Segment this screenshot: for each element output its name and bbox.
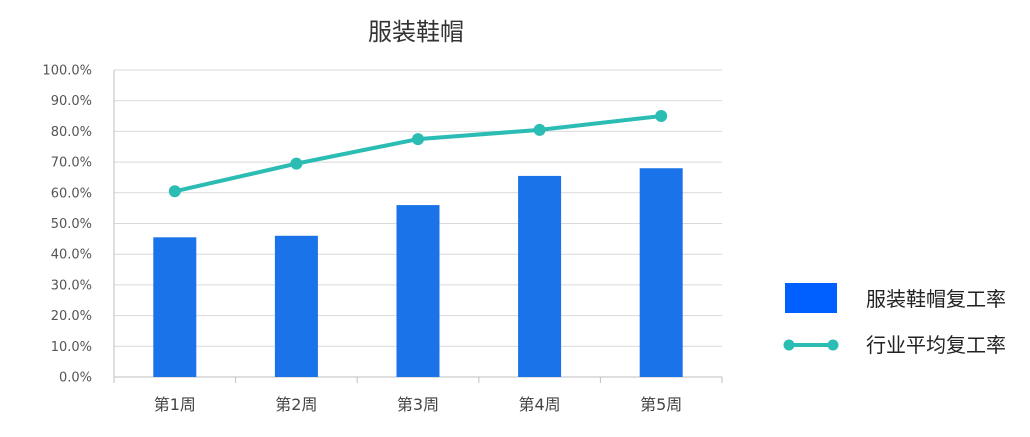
x-axis-ticks: 第1周 第2周 第3周 第4周 第5周	[154, 395, 683, 414]
legend-bar-label: 服装鞋帽复工率	[866, 287, 1006, 311]
line-point	[290, 157, 303, 170]
legend-line-marker	[783, 339, 795, 351]
y-tick-label: 40.0%	[51, 248, 92, 263]
bar	[518, 175, 562, 377]
series-line	[174, 114, 662, 194]
y-tick-label: 20.0%	[51, 309, 92, 324]
y-tick-label: 80.0%	[51, 125, 92, 140]
legend-line-label: 行业平均复工率	[866, 333, 1006, 357]
line-series	[168, 110, 668, 198]
y-tick-label: 50.0%	[51, 217, 92, 232]
x-tick-label: 第2周	[275, 395, 317, 414]
y-axis-ticks: 0.0% 10.0% 20.0% 30.0% 40.0% 50.0% 60.0% 70.0% 8…	[42, 64, 92, 386]
bar	[274, 235, 318, 377]
chart-title: 服装鞋帽	[368, 18, 464, 46]
legend: 服装鞋帽复工率 行业平均复工率	[783, 283, 1006, 357]
legend-bar-swatch	[785, 283, 837, 313]
y-tick-label: 30.0%	[51, 278, 92, 293]
line-point	[533, 123, 546, 136]
line-point	[655, 110, 668, 123]
y-tick-label: 10.0%	[51, 340, 92, 355]
line-point	[168, 185, 181, 198]
bar	[639, 168, 683, 377]
y-tick-label: 100.0%	[42, 64, 92, 79]
bar	[396, 205, 440, 377]
bar	[153, 237, 197, 377]
x-tick-label: 第3周	[397, 395, 439, 414]
x-tick-label: 第5周	[640, 395, 682, 414]
y-tick-label: 0.0%	[59, 371, 92, 386]
line-point	[412, 133, 424, 146]
y-tick-label: 60.0%	[51, 186, 92, 201]
legend-line-marker	[827, 339, 839, 351]
y-tick-label: 70.0%	[51, 156, 92, 171]
x-tick-label: 第1周	[154, 395, 196, 414]
x-tick-label: 第4周	[519, 395, 561, 414]
y-tick-label: 90.0%	[51, 94, 92, 109]
bar-series	[153, 168, 683, 377]
